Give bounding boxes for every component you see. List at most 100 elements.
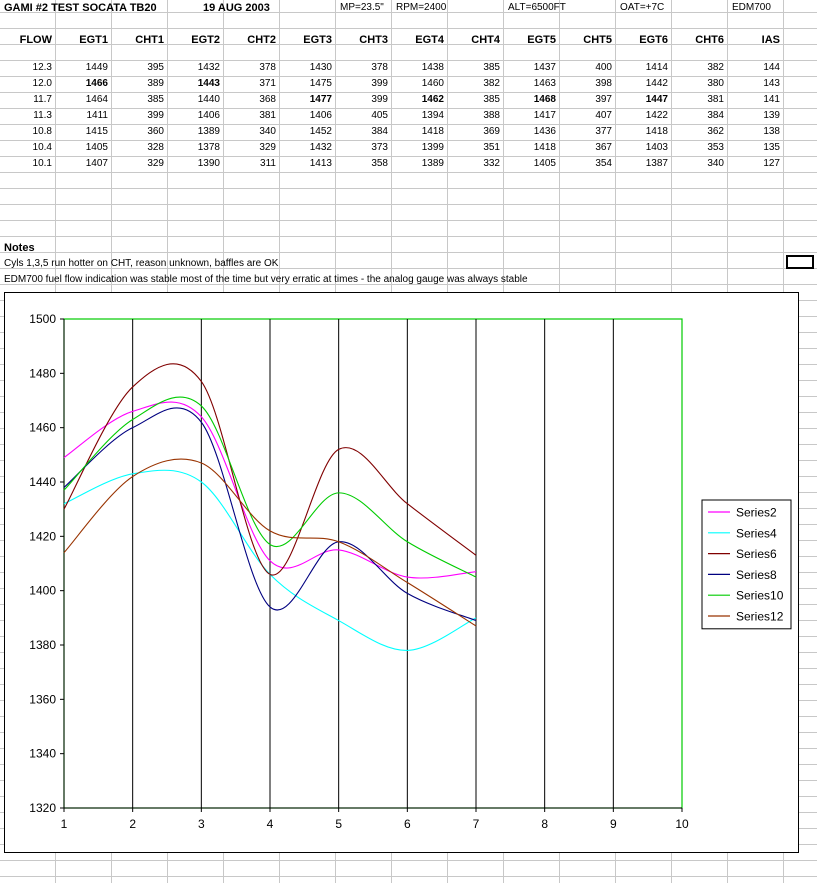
column-header-cht6[interactable]: CHT6 (695, 34, 724, 46)
table-cell[interactable]: 351 (483, 142, 500, 153)
column-header-cht3[interactable]: CHT3 (359, 34, 388, 46)
chart[interactable]: 1320 1340 1360 1380 1400 1420 1440 1460 1480 1500… (4, 292, 799, 853)
table-cell[interactable]: 371 (259, 78, 276, 89)
rpm-value[interactable]: RPM=2400 (396, 2, 447, 13)
table-cell[interactable]: 1463 (533, 78, 556, 89)
table-cell[interactable]: 1447 (645, 94, 668, 105)
table-cell[interactable]: 10.4 (32, 142, 52, 153)
table-cell[interactable]: 385 (147, 94, 164, 105)
table-cell[interactable]: 340 (259, 126, 276, 137)
table-cell[interactable]: 1418 (645, 126, 668, 137)
table-cell[interactable]: 1452 (309, 126, 332, 137)
table-cell[interactable]: 1468 (533, 94, 556, 105)
notes-line-1[interactable]: Cyls 1,3,5 run hotter on CHT, reason unk… (4, 258, 279, 269)
table-cell[interactable]: 373 (371, 142, 388, 153)
table-cell[interactable]: 388 (483, 110, 500, 121)
selected-cell[interactable] (786, 255, 814, 269)
table-cell[interactable]: 10.8 (32, 126, 52, 137)
table-cell[interactable]: 354 (595, 158, 612, 169)
table-cell[interactable]: 1430 (309, 62, 332, 73)
table-cell[interactable]: 1394 (421, 110, 444, 121)
sheet-title[interactable]: GAMI #2 TEST SOCATA TB20 (4, 2, 157, 14)
table-cell[interactable]: 399 (371, 94, 388, 105)
table-cell[interactable]: 1475 (309, 78, 332, 89)
table-cell[interactable]: 382 (707, 62, 724, 73)
table-cell[interactable]: 389 (147, 78, 164, 89)
table-cell[interactable]: 384 (707, 110, 724, 121)
table-cell[interactable]: 1406 (309, 110, 332, 121)
table-cell[interactable]: 385 (483, 62, 500, 73)
table-cell[interactable]: 328 (147, 142, 164, 153)
table-cell[interactable]: 1432 (309, 142, 332, 153)
table-cell[interactable]: 385 (483, 94, 500, 105)
table-cell[interactable]: 381 (259, 110, 276, 121)
table-cell[interactable]: 384 (371, 126, 388, 137)
table-cell[interactable]: 332 (483, 158, 500, 169)
table-cell[interactable]: 1378 (197, 142, 220, 153)
table-cell[interactable]: 405 (371, 110, 388, 121)
oat-value[interactable]: OAT=+7C (620, 2, 665, 13)
table-cell[interactable]: 139 (763, 110, 780, 121)
column-header-egt4[interactable]: EGT4 (415, 34, 444, 46)
table-cell[interactable]: 11.7 (33, 94, 52, 105)
table-cell[interactable]: 1422 (645, 110, 668, 121)
table-cell[interactable]: 1432 (197, 62, 220, 73)
table-cell[interactable]: 1387 (645, 158, 668, 169)
table-cell[interactable]: 135 (763, 142, 780, 153)
table-cell[interactable]: 329 (147, 158, 164, 169)
notes-heading[interactable]: Notes (4, 242, 35, 254)
table-cell[interactable]: 1413 (309, 158, 332, 169)
table-cell[interactable]: 1389 (197, 126, 220, 137)
table-cell[interactable]: 1466 (85, 78, 108, 89)
table-cell[interactable]: 1460 (421, 78, 444, 89)
table-cell[interactable]: 360 (147, 126, 164, 137)
table-cell[interactable]: 1462 (421, 94, 444, 105)
table-cell[interactable]: 367 (595, 142, 612, 153)
table-cell[interactable]: 395 (147, 62, 164, 73)
table-cell[interactable]: 1405 (533, 158, 556, 169)
table-cell[interactable]: 382 (483, 78, 500, 89)
table-cell[interactable]: 1442 (645, 78, 668, 89)
column-header-cht4[interactable]: CHT4 (471, 34, 500, 46)
table-cell[interactable]: 311 (260, 158, 276, 169)
column-header-ias[interactable]: IAS (761, 34, 780, 46)
table-cell[interactable]: 398 (595, 78, 612, 89)
table-cell[interactable]: 127 (763, 158, 780, 169)
table-cell[interactable]: 1414 (645, 62, 668, 73)
table-cell[interactable]: 1437 (533, 62, 556, 73)
column-header-cht1[interactable]: CHT1 (135, 34, 164, 46)
table-cell[interactable]: 353 (707, 142, 724, 153)
table-cell[interactable]: 1417 (533, 110, 556, 121)
table-cell[interactable]: 1390 (197, 158, 220, 169)
table-cell[interactable]: 1389 (421, 158, 444, 169)
table-cell[interactable]: 368 (259, 94, 276, 105)
table-cell[interactable]: 362 (707, 126, 724, 137)
alt-value[interactable]: ALT=6500FT (508, 2, 566, 13)
table-cell[interactable]: 329 (259, 142, 276, 153)
column-header-egt1[interactable]: EGT1 (79, 34, 108, 46)
table-cell[interactable]: 11.3 (33, 110, 52, 121)
table-cell[interactable]: 12.3 (32, 62, 52, 73)
notes-line-2[interactable]: EDM700 fuel flow indication was stable m… (4, 274, 528, 285)
table-cell[interactable]: 377 (595, 126, 612, 137)
table-cell[interactable]: 358 (371, 158, 388, 169)
instrument-label[interactable]: EDM700 (732, 2, 771, 13)
table-cell[interactable]: 1440 (197, 94, 220, 105)
table-cell[interactable]: 141 (763, 94, 780, 105)
column-header-flow[interactable]: FLOW (19, 34, 52, 46)
table-cell[interactable]: 400 (595, 62, 612, 73)
column-header-egt5[interactable]: EGT5 (527, 34, 556, 46)
table-cell[interactable]: 399 (147, 110, 164, 121)
table-cell[interactable]: 10.1 (32, 158, 52, 169)
table-cell[interactable]: 1438 (421, 62, 444, 73)
table-cell[interactable]: 397 (595, 94, 612, 105)
column-header-egt3[interactable]: EGT3 (303, 34, 332, 46)
column-header-egt6[interactable]: EGT6 (639, 34, 668, 46)
table-cell[interactable]: 378 (259, 62, 276, 73)
table-cell[interactable]: 1449 (85, 62, 108, 73)
column-header-cht2[interactable]: CHT2 (247, 34, 276, 46)
table-cell[interactable]: 381 (707, 94, 724, 105)
table-cell[interactable]: 1407 (85, 158, 108, 169)
table-cell[interactable]: 1406 (197, 110, 220, 121)
table-cell[interactable]: 1443 (197, 78, 220, 89)
